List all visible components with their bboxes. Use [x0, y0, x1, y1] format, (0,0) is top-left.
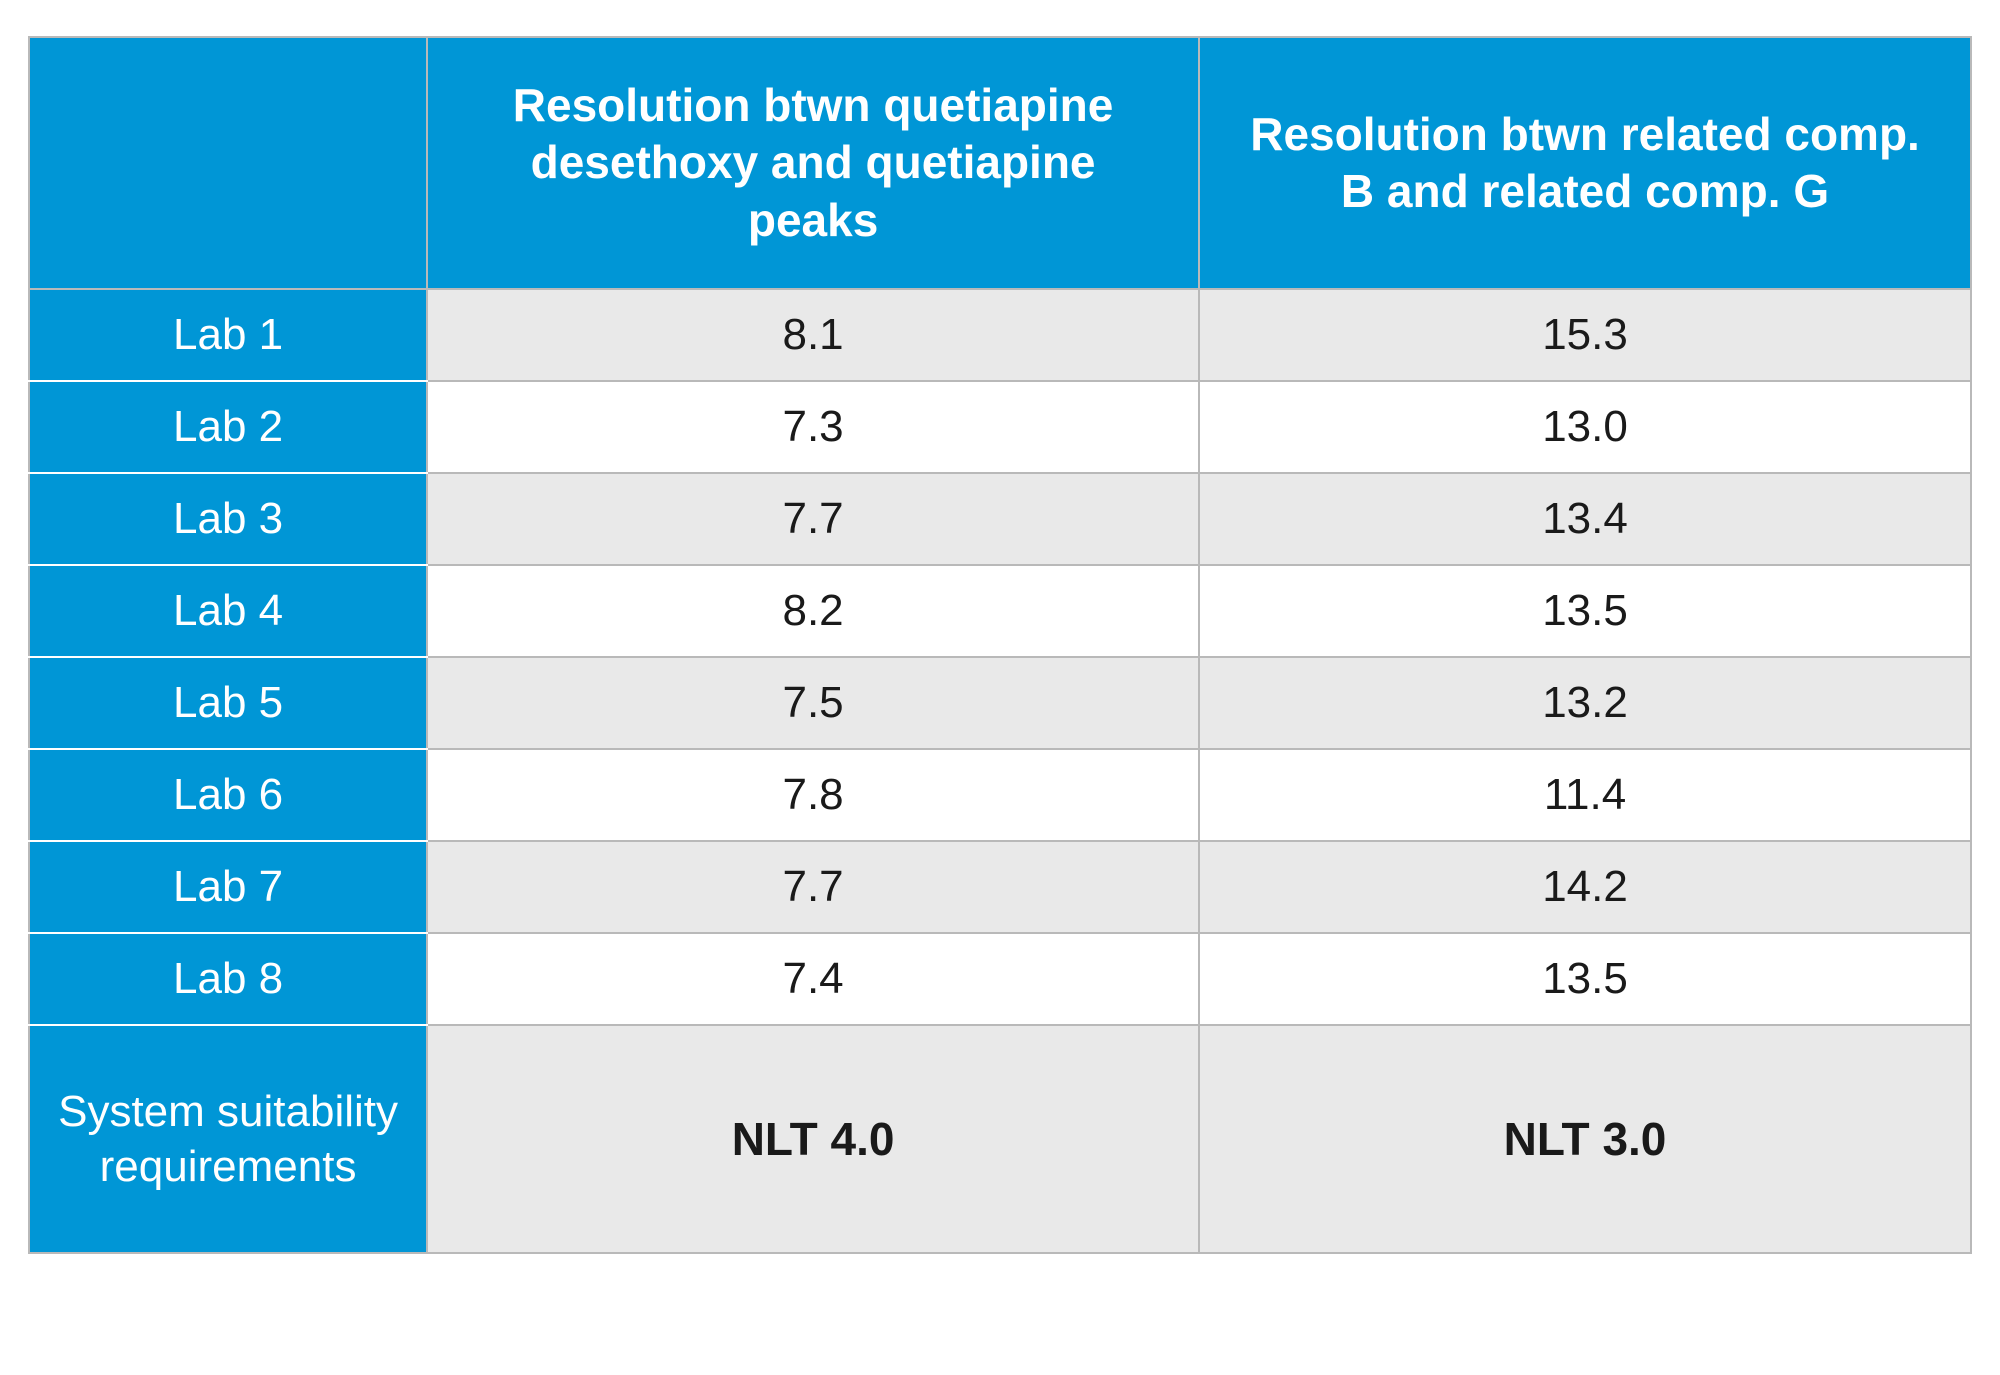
row-label: Lab 1 — [29, 289, 427, 381]
row-label: Lab 5 — [29, 657, 427, 749]
requirements-res2: NLT 3.0 — [1199, 1025, 1971, 1253]
cell-res1: 7.3 — [427, 381, 1199, 473]
cell-res2: 13.2 — [1199, 657, 1971, 749]
header-res2: Resolution btwn related comp. B and rela… — [1199, 37, 1971, 289]
cell-res2: 14.2 — [1199, 841, 1971, 933]
cell-res1: 7.7 — [427, 473, 1199, 565]
cell-res1: 7.8 — [427, 749, 1199, 841]
cell-res1: 7.7 — [427, 841, 1199, 933]
table-row: Lab 3 7.7 13.4 — [29, 473, 1971, 565]
header-res1: Resolution btwn quetiapine desethoxy and… — [427, 37, 1199, 289]
table-row: Lab 6 7.8 11.4 — [29, 749, 1971, 841]
cell-res1: 8.2 — [427, 565, 1199, 657]
table-header-row: Resolution btwn quetiapine desethoxy and… — [29, 37, 1971, 289]
row-label: Lab 2 — [29, 381, 427, 473]
table-row: Lab 8 7.4 13.5 — [29, 933, 1971, 1025]
page: Resolution btwn quetiapine desethoxy and… — [0, 0, 2000, 1290]
table-row: Lab 4 8.2 13.5 — [29, 565, 1971, 657]
row-label: Lab 8 — [29, 933, 427, 1025]
cell-res2: 11.4 — [1199, 749, 1971, 841]
requirements-row: System suitability requirements NLT 4.0 … — [29, 1025, 1971, 1253]
cell-res2: 13.0 — [1199, 381, 1971, 473]
requirements-res1: NLT 4.0 — [427, 1025, 1199, 1253]
table-row: Lab 5 7.5 13.2 — [29, 657, 1971, 749]
table-row: Lab 2 7.3 13.0 — [29, 381, 1971, 473]
resolution-table: Resolution btwn quetiapine desethoxy and… — [28, 36, 1972, 1254]
cell-res2: 13.4 — [1199, 473, 1971, 565]
row-label: Lab 7 — [29, 841, 427, 933]
header-blank — [29, 37, 427, 289]
cell-res1: 8.1 — [427, 289, 1199, 381]
cell-res2: 13.5 — [1199, 565, 1971, 657]
table-row: Lab 1 8.1 15.3 — [29, 289, 1971, 381]
row-label: Lab 3 — [29, 473, 427, 565]
cell-res1: 7.4 — [427, 933, 1199, 1025]
cell-res2: 13.5 — [1199, 933, 1971, 1025]
requirements-label: System suitability requirements — [29, 1025, 427, 1253]
row-label: Lab 4 — [29, 565, 427, 657]
cell-res1: 7.5 — [427, 657, 1199, 749]
row-label: Lab 6 — [29, 749, 427, 841]
table-row: Lab 7 7.7 14.2 — [29, 841, 1971, 933]
cell-res2: 15.3 — [1199, 289, 1971, 381]
